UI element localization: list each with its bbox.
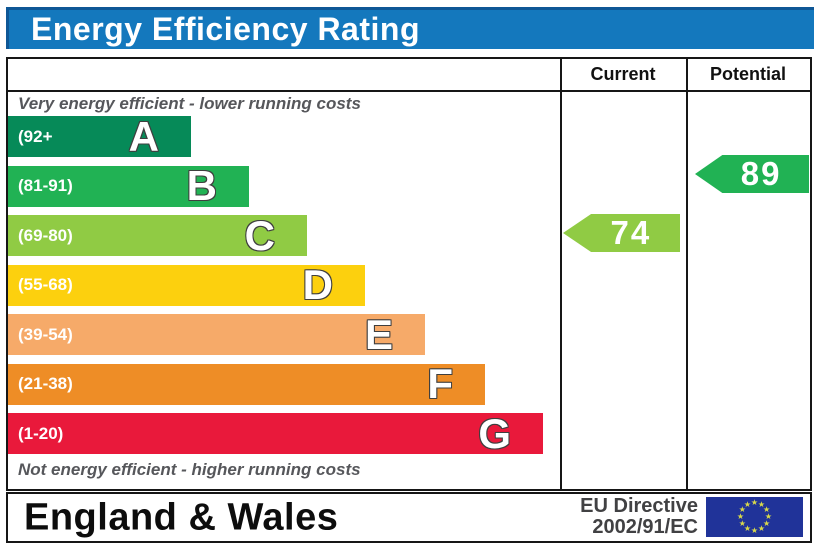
caption-very-efficient: Very energy efficient - lower running co… [18, 94, 361, 113]
band-f-range-label: (21-38) [18, 374, 73, 393]
band-d-range-label: (55-68) [18, 275, 73, 294]
band-f: (21-38) F [8, 360, 485, 407]
band-d: (55-68) D [8, 261, 365, 308]
band-b-letter: B [186, 162, 217, 209]
current-rating-arrow: 74 [563, 214, 680, 252]
current-rating-value: 74 [610, 214, 652, 251]
eu-flag-star-icon: ★ [743, 524, 752, 534]
band-a-letter: A [128, 112, 159, 160]
eu-flag-star-icon: ★ [757, 524, 766, 534]
band-a: (92+ A [8, 113, 191, 160]
eu-flag-star-icon: ★ [738, 519, 746, 528]
column-divider-current [560, 59, 562, 489]
page-title: Energy Efficiency Rating [31, 11, 420, 47]
eu-directive-line1: EU Directive [580, 495, 698, 517]
eu-flag-star-icon: ★ [743, 499, 752, 509]
band-g: (1-20) G [8, 410, 543, 457]
band-c: (69-80) C [8, 212, 307, 259]
band-c-range-label: (69-80) [18, 225, 73, 245]
band-c-letter: C [244, 211, 275, 259]
band-e-letter: E [364, 310, 393, 358]
eu-flag-star-icon: ★ [736, 512, 745, 521]
eu-flag-star-icon: ★ [763, 505, 771, 514]
eu-flag-star-icon: ★ [757, 499, 766, 509]
band-g-letter: G [478, 409, 511, 457]
column-divider-potential [686, 59, 688, 489]
potential-column-header: Potential [709, 64, 786, 84]
rating-table: Current Potential Very energy efficient … [6, 57, 812, 491]
band-a-range-label: (92+ [18, 126, 53, 146]
band-b: (81-91) B [8, 162, 249, 209]
footer: England & Wales EU Directive 2002/91/EC … [6, 492, 812, 543]
title-bar: Energy Efficiency Rating [6, 7, 814, 49]
band-d-letter: D [302, 261, 333, 308]
eu-flag-star-icon: ★ [750, 526, 759, 535]
band-e: (39-54) E [8, 311, 425, 358]
eu-flag: ★ ★ ★ ★ ★ ★ ★ ★ ★ ★ ★ ★ [706, 497, 803, 537]
caption-not-efficient: Not energy efficient - higher running co… [18, 460, 361, 479]
eu-flag-star-icon: ★ [738, 505, 746, 514]
current-column-header: Current [590, 64, 656, 84]
band-f-letter: F [427, 360, 453, 407]
eu-flag-star-icon: ★ [750, 498, 759, 507]
region-label: England & Wales [24, 496, 339, 538]
eu-flag-star-icon: ★ [763, 519, 771, 528]
eu-flag-star-icon: ★ [764, 512, 773, 521]
potential-rating-value: 89 [740, 155, 782, 192]
table-header-row: Current Potential [8, 59, 810, 92]
band-g-range-label: (1-20) [18, 423, 64, 443]
band-b-range-label: (81-91) [18, 176, 73, 195]
eu-directive-label: EU Directive 2002/91/EC [580, 496, 698, 538]
band-e-range-label: (39-54) [18, 324, 73, 344]
eu-directive-line2: 2002/91/EC [592, 516, 698, 538]
potential-rating-arrow: 89 [695, 155, 809, 193]
